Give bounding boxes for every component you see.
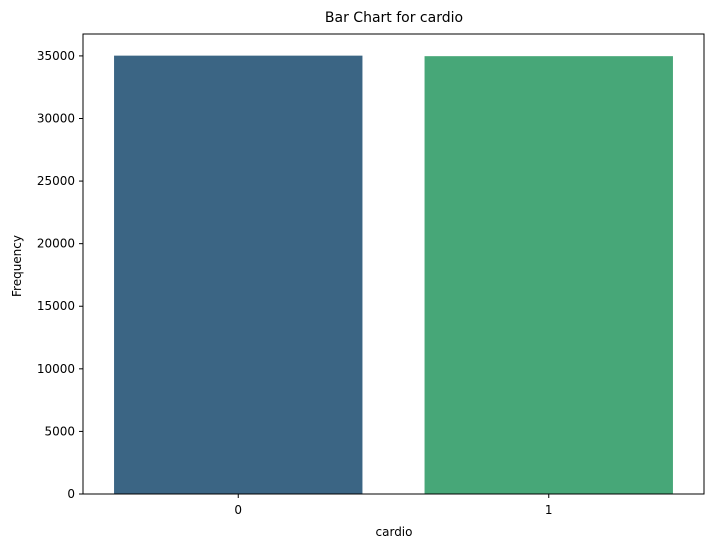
bar-1	[424, 56, 673, 495]
plot-frame	[82, 33, 705, 495]
y-tick-label: 30000	[37, 111, 75, 125]
y-tick-label: 5000	[44, 424, 75, 438]
x-tick-label: 1	[545, 503, 553, 517]
bars-group	[114, 55, 673, 495]
y-tick-label: 0	[67, 487, 75, 501]
y-tick-label: 20000	[37, 237, 75, 251]
y-tick-label: 10000	[37, 362, 75, 376]
x-axis-label: cardio	[376, 525, 413, 539]
y-tick-label: 35000	[37, 49, 75, 63]
y-axis-label: Frequency	[10, 235, 24, 297]
y-tick-label: 15000	[37, 299, 75, 313]
y-tick-label: 25000	[37, 174, 75, 188]
bar-0	[114, 55, 363, 494]
y-axis-ticks: 0 5000 10000 15000 20000 25000 30000 35000	[37, 49, 83, 501]
x-tick-label: 0	[234, 503, 242, 517]
chart-title: Bar Chart for cardio	[325, 10, 463, 26]
